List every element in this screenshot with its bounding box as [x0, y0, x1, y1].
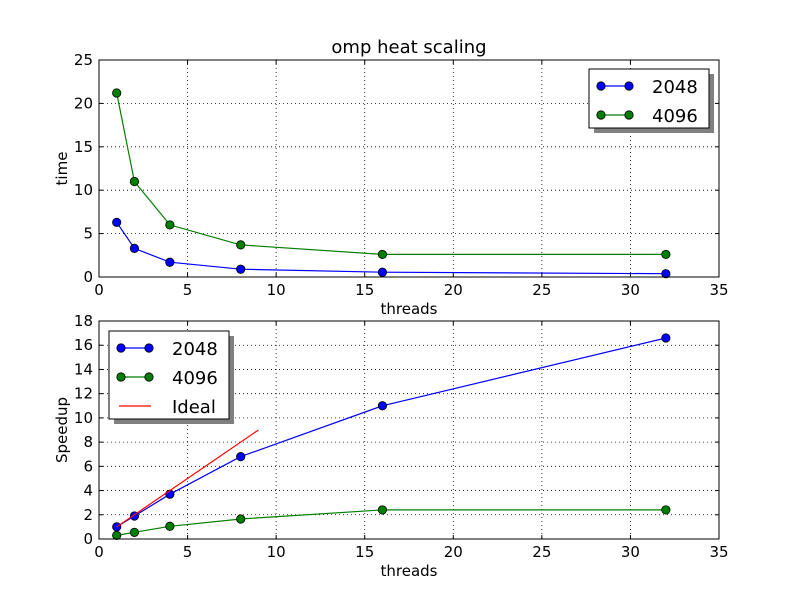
data-point-2048	[377, 267, 388, 277]
legend-marker-4096	[596, 110, 606, 120]
legend-marker-4096	[624, 110, 634, 120]
data-point-4096	[165, 220, 175, 230]
y-axis-label: time	[53, 152, 71, 186]
y-tick-label: 6	[83, 457, 93, 475]
legend-marker-2048	[144, 343, 154, 353]
y-tick-label: 12	[74, 385, 93, 403]
data-point-2048	[112, 217, 122, 227]
data-point-2048	[129, 243, 140, 253]
data-point-2048	[165, 257, 175, 267]
series-line-2048	[116, 221, 666, 275]
y-tick-label: 20	[74, 94, 93, 112]
x-tick-label: 15	[355, 281, 374, 299]
speedup-chart: 0 5 10 15 20 25 30 35 0 2 4 6 8 10 12 14 16 18 threads Spee…	[53, 312, 729, 580]
y-tick-label: 10	[74, 409, 93, 427]
data-point-2048	[236, 452, 246, 462]
legend-label-4096: 4096	[652, 106, 698, 127]
data-point-2048	[236, 264, 246, 274]
y-tick-label: 16	[74, 336, 93, 354]
data-point-4096	[377, 505, 388, 515]
x-tick-label: 25	[532, 281, 551, 299]
y-tick-label: 4	[83, 482, 93, 500]
data-point-4096	[236, 514, 246, 524]
data-point-4096	[165, 521, 175, 531]
y-tick-label: 18	[74, 312, 93, 330]
x-tick-label: 5	[183, 281, 193, 299]
data-point-4096	[112, 88, 122, 98]
data-point-2048	[661, 333, 671, 343]
data-point-4096	[129, 176, 140, 187]
legend-box	[588, 68, 710, 129]
data-point-4096	[377, 249, 388, 260]
legend-marker-2048	[116, 343, 126, 353]
x-tick-label: 5	[183, 543, 193, 561]
x-tick-label: 35	[709, 281, 728, 299]
y-tick-label: 15	[74, 138, 93, 156]
y-tick-label: 8	[83, 433, 93, 451]
data-point-4096	[129, 527, 140, 537]
legend: 2048 4096 Ideal	[108, 330, 234, 424]
data-point-4096	[236, 240, 246, 250]
time-chart: 0 5 10 15 20 25 30 35 0 5 10 15 20 25 threads time omp h…	[53, 37, 729, 318]
y-axis-label: Speedup	[53, 397, 71, 463]
legend-marker-4096	[144, 372, 154, 382]
legend-marker-4096	[116, 372, 126, 382]
x-tick-label: 30	[621, 281, 640, 299]
chart-title: omp heat scaling	[331, 37, 486, 58]
x-tick-label: 15	[355, 543, 374, 561]
x-tick-label: 10	[267, 281, 286, 299]
x-tick-label: 35	[709, 543, 728, 561]
x-tick-label: 10	[267, 543, 286, 561]
legend-box	[108, 330, 230, 420]
x-tick-label: 20	[444, 281, 463, 299]
legend-label-ideal: Ideal	[172, 397, 216, 418]
plot-frame	[98, 59, 720, 278]
legend-label-2048: 2048	[652, 77, 698, 98]
data-point-4096	[112, 530, 122, 540]
data-point-4096	[661, 249, 671, 260]
series-line-ideal	[116, 429, 259, 528]
y-tick-label: 25	[74, 51, 93, 69]
x-axis-label: threads	[381, 562, 438, 580]
data-point-2048	[661, 269, 671, 279]
y-tick-label: 5	[83, 225, 93, 243]
legend-label-2048: 2048	[172, 339, 218, 360]
x-tick-label: 30	[621, 543, 640, 561]
plot-frame	[98, 320, 720, 540]
legend-marker-2048	[596, 81, 606, 91]
x-tick-label: 0	[94, 543, 104, 561]
y-tick-label: 2	[83, 506, 93, 524]
legend-marker-2048	[624, 81, 634, 91]
x-tick-label: 25	[532, 543, 551, 561]
y-tick-label: 0	[83, 530, 93, 548]
y-tick-label: 10	[74, 181, 93, 199]
x-tick-label: 20	[444, 543, 463, 561]
legend-label-4096: 4096	[172, 368, 218, 389]
x-axis-label: threads	[381, 300, 438, 318]
series-line-4096	[116, 92, 666, 255]
x-tick-label: 0	[94, 281, 104, 299]
legend: 2048 4096	[588, 68, 714, 133]
y-tick-label: 14	[74, 360, 93, 378]
y-tick-label: 0	[83, 268, 93, 286]
data-point-2048	[377, 401, 388, 411]
data-point-4096	[661, 505, 671, 515]
